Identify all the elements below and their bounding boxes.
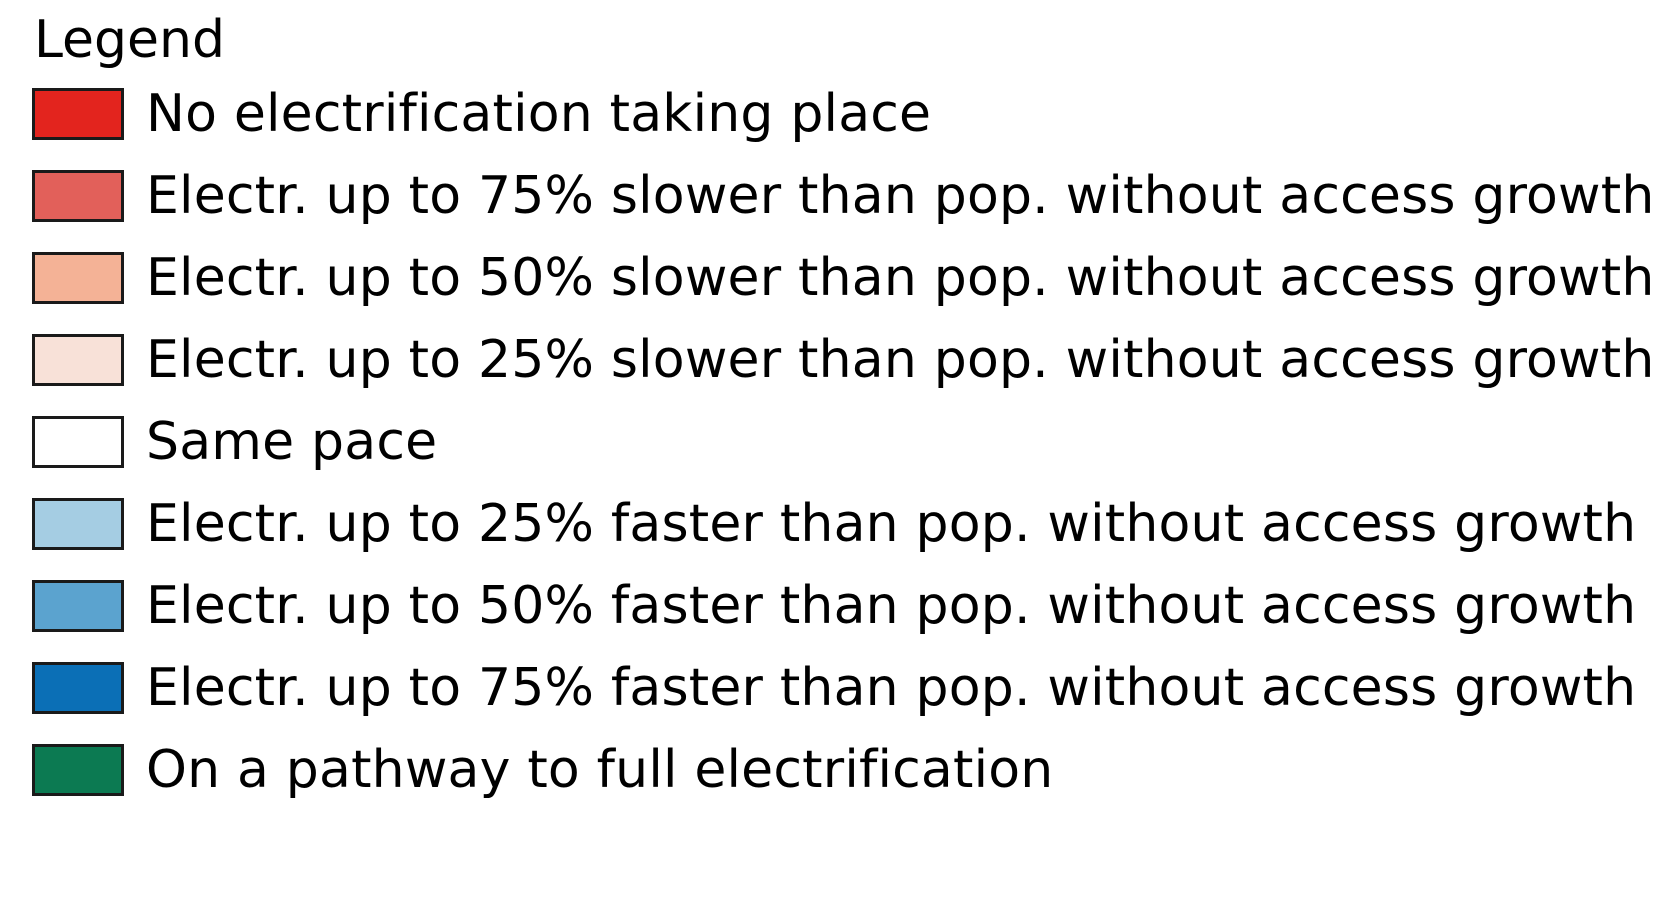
legend-item-no-electrification: No electrification taking place (32, 84, 1632, 144)
legend-label: Electr. up to 75% faster than pop. witho… (146, 658, 1637, 718)
legend-swatch (32, 416, 124, 468)
legend-swatch (32, 744, 124, 796)
legend-label: Electr. up to 75% slower than pop. witho… (146, 166, 1655, 226)
legend-swatch (32, 662, 124, 714)
legend-item-50-faster: Electr. up to 50% faster than pop. witho… (32, 576, 1636, 636)
legend-label: Electr. up to 25% faster than pop. witho… (146, 494, 1637, 554)
legend-label: On a pathway to full electrification (146, 740, 1054, 800)
legend-item-25-faster: Electr. up to 25% faster than pop. witho… (32, 494, 1636, 554)
legend-label: Electr. up to 25% slower than pop. witho… (146, 330, 1655, 390)
legend-item-same-pace: Same pace (32, 412, 1632, 472)
legend-swatch (32, 252, 124, 304)
legend-swatch (32, 580, 124, 632)
legend-swatch (32, 170, 124, 222)
legend-item-25-slower: Electr. up to 25% slower than pop. witho… (32, 330, 1654, 390)
legend-item-75-faster: Electr. up to 75% faster than pop. witho… (32, 658, 1636, 718)
legend-item-full-electrification: On a pathway to full electrification (32, 740, 1632, 800)
legend-label: Same pace (146, 412, 438, 472)
legend-swatch (32, 498, 124, 550)
legend-item-50-slower: Electr. up to 50% slower than pop. witho… (32, 248, 1654, 308)
legend-label: Electr. up to 50% faster than pop. witho… (146, 576, 1637, 636)
legend-swatch (32, 334, 124, 386)
legend-label: Electr. up to 50% slower than pop. witho… (146, 248, 1655, 308)
legend-swatch (32, 88, 124, 140)
legend-label: No electrification taking place (146, 84, 932, 144)
legend-item-75-slower: Electr. up to 75% slower than pop. witho… (32, 166, 1654, 226)
legend-title: Legend (34, 10, 226, 70)
